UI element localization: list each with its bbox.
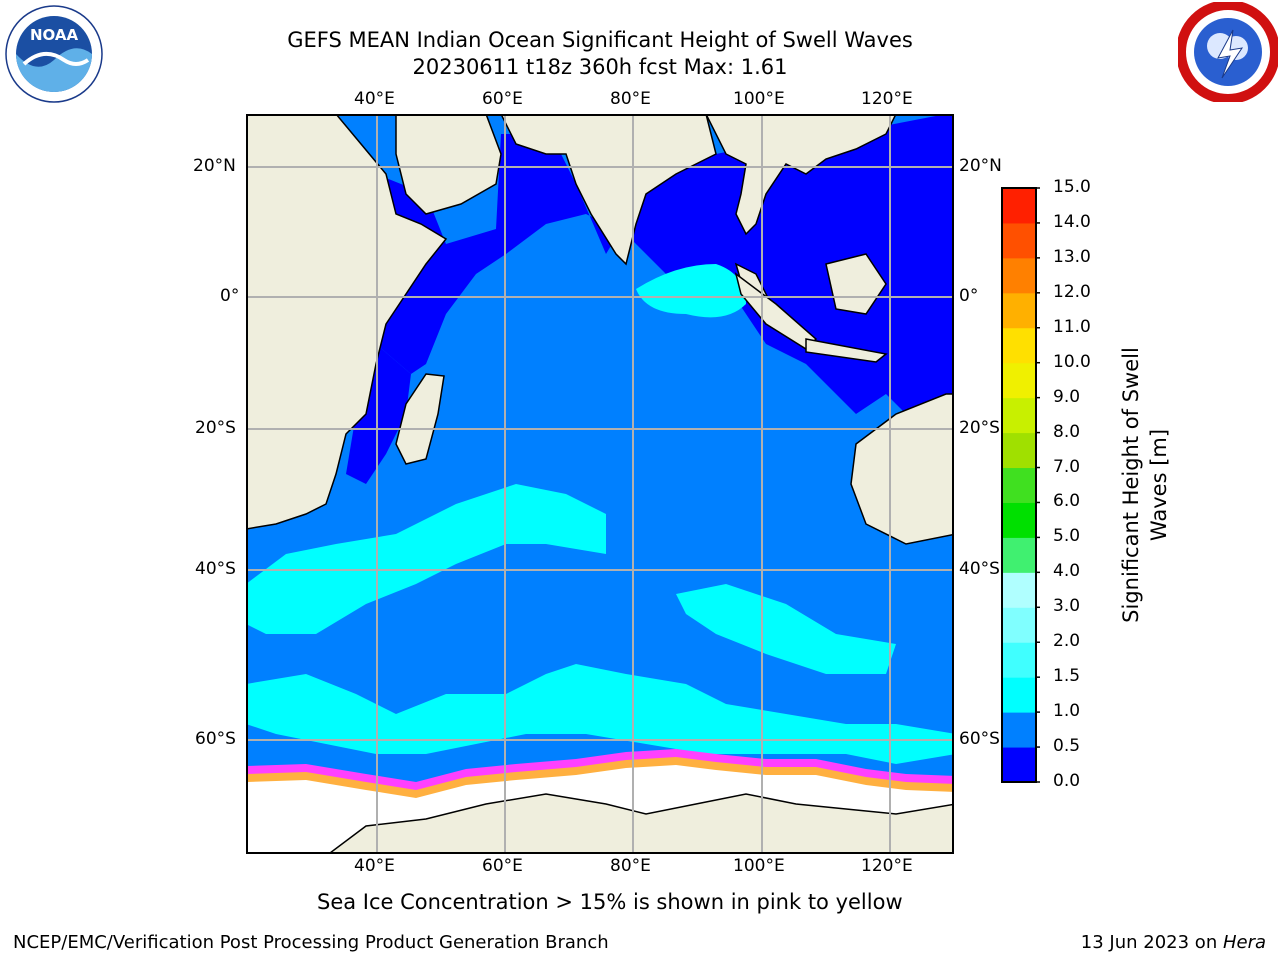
lat-label-right: 20°S [959,418,1000,438]
colorbar-segment [1002,432,1036,469]
lat-label-left: 20°S [195,418,236,438]
colorbar-segment [1002,397,1036,434]
lon-label-bottom: 120°E [861,856,913,876]
noaa-logo: NOAA [5,5,103,103]
colorbar-frame [1001,187,1037,783]
colorbar-segment [1002,712,1036,748]
colorbar-tick-label: 14.0 [1053,211,1091,232]
colorbar-tick-label: 7.0 [1053,456,1081,477]
lon-label-top: 120°E [861,89,913,109]
colorbar-segment [1002,502,1036,538]
equatorial-cyan-patch [636,264,746,318]
title-line-2: 20230611 t18z 360h fcst Max: 1.61 [412,55,788,79]
lat-label-left: 20°N [193,156,236,176]
lat-label-right: 20°N [959,156,1002,176]
noaa-logo-text: NOAA [30,26,79,44]
lon-label-bottom: 100°E [733,856,785,876]
colorbar-tick-label: 11.0 [1053,316,1091,337]
map-gridlines [247,115,953,853]
colorbar-tick-label: 9.0 [1053,386,1081,407]
colorbar-segment [1002,222,1036,259]
colorbar-tick-label: 12.0 [1053,281,1091,302]
colorbar-segment [1002,327,1036,364]
colorbar-tick-label: 8.0 [1053,421,1081,442]
australia-land [850,393,953,545]
lon-label-top: 40°E [354,89,395,109]
colorbar-tick-label: 4.0 [1053,561,1081,582]
lat-label-right: 0° [959,286,979,306]
colorbar-tick-label: 2.0 [1053,631,1081,652]
footer-date-text: 13 Jun 2023 on [1080,932,1223,953]
colorbar-segment [1002,747,1036,783]
colorbar-tick-label: 15.0 [1053,177,1091,197]
colorbar-segment [1002,362,1036,399]
colorbar-segment [1002,572,1036,608]
map-frame [246,114,954,854]
southern-cyan-band-2 [676,584,896,674]
colorbar-segment [1002,642,1036,678]
colorbar-tick-label: 1.0 [1053,701,1081,722]
lat-label-left: 60°S [195,729,236,749]
title-line-1: GEFS MEAN Indian Ocean Significant Heigh… [287,28,913,52]
colorbar-segment [1002,537,1036,573]
india-land [500,115,717,266]
madagascar-land [395,373,445,465]
colorbar-segment [1002,677,1036,713]
southeast-asia-land [705,115,897,236]
lon-label-bottom: 60°E [482,856,523,876]
colorbar [1001,187,1040,783]
footer-branch: NCEP/EMC/Verification Post Processing Pr… [13,932,609,953]
antarctica-land [328,793,953,853]
lat-label-right: 40°S [959,559,1000,579]
colorbar-segment [1002,257,1036,294]
colorbar-tick-label: 3.0 [1053,596,1081,617]
lon-label-bottom: 80°E [610,856,651,876]
colorbar-tick-label: 0.5 [1053,736,1081,757]
footer-host: Hera [1222,932,1266,953]
somalia-coast-low [346,344,411,484]
colorbar-tick-label: 10.0 [1053,351,1091,372]
colorbar-tick-label: 5.0 [1053,526,1081,547]
lat-label-left: 40°S [195,559,236,579]
java-land [805,338,888,363]
africa-land [247,115,448,530]
lon-label-top: 60°E [482,89,523,109]
colorbar-segment [1002,467,1036,503]
colorbar-tick-label: 0.0 [1053,771,1081,791]
footer-date: 13 Jun 2023 on Hera [1081,932,1266,953]
colorbar-tick-label: 1.5 [1053,666,1081,687]
colorbar-segment [1002,607,1036,643]
nws-logo [1178,2,1278,102]
lon-label-top: 80°E [610,89,651,109]
colorbar-tick-label: 6.0 [1053,491,1081,512]
colorbar-tick-label: 13.0 [1053,246,1091,267]
sea-ice-note: Sea Ice Concentration > 15% is shown in … [317,890,903,914]
southern-cyan-band-1 [247,484,606,634]
indian-ocean-swell-map [246,114,954,854]
colorbar-segment [1002,292,1036,329]
lon-label-top: 100°E [733,89,785,109]
borneo-land [825,253,887,315]
lon-label-bottom: 40°E [354,856,395,876]
lat-label-left: 0° [220,286,240,306]
lat-label-right: 60°S [959,729,1000,749]
colorbar-segment [1002,188,1036,224]
